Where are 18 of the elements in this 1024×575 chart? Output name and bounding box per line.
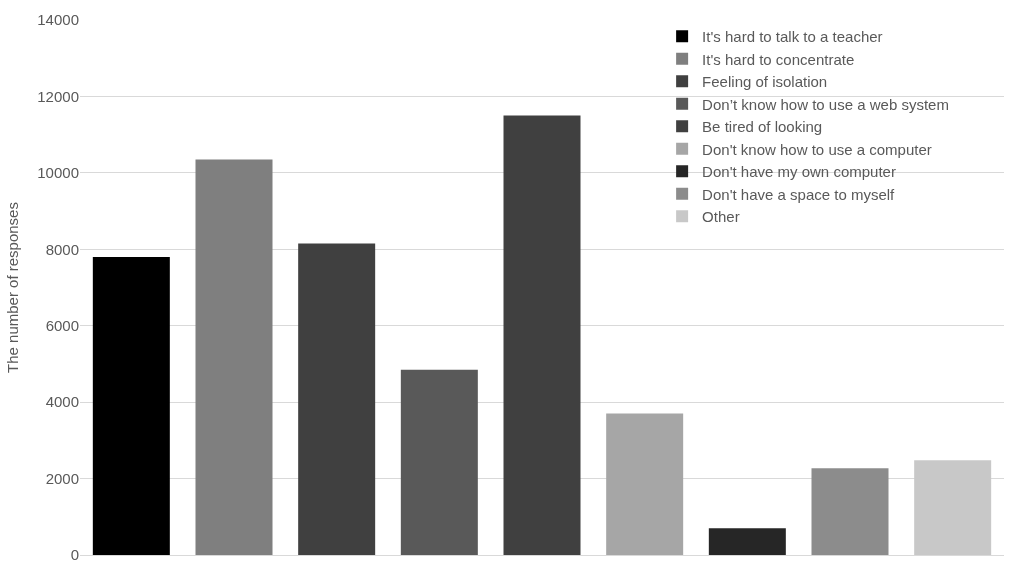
legend-label: Feeling of isolation: [702, 73, 828, 91]
legend-label: Don’t know how to use a web system: [702, 95, 949, 113]
legend-label: Don't have my own computer: [702, 163, 896, 181]
legend-label: It's hard to talk to a teacher: [702, 28, 883, 46]
y-tick-label: 10000: [37, 164, 79, 182]
y-axis-title: The number of responses: [3, 202, 21, 373]
y-tick-label: 6000: [45, 316, 79, 334]
y-tick-label: 0: [70, 546, 79, 564]
legend-label: Other: [702, 208, 740, 226]
legend-label: Be tired of looking: [702, 118, 823, 136]
y-tick-label: 12000: [37, 87, 79, 105]
legend-label: Don't have a space to myself: [702, 185, 896, 203]
y-tick-label: 14000: [37, 11, 79, 29]
y-tick-label: 4000: [45, 393, 79, 411]
y-tick-label: 8000: [45, 240, 79, 258]
y-tick-label: 2000: [45, 469, 79, 487]
legend-label: It's hard to concentrate: [702, 50, 855, 68]
legend-label: Don't know how to use a computer: [702, 140, 932, 158]
